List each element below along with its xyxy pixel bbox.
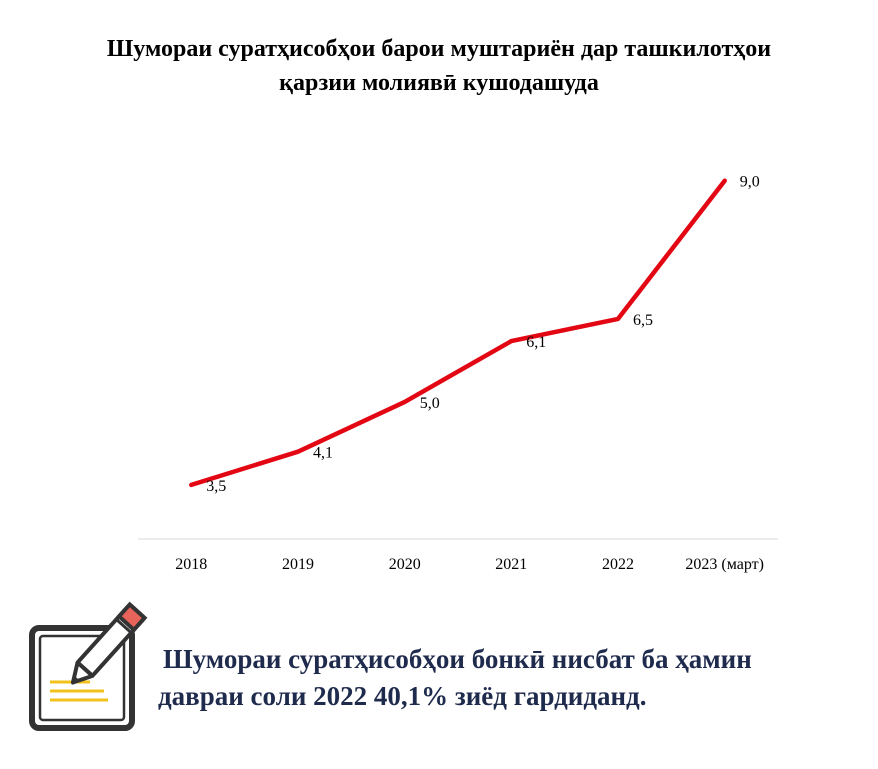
data-label: 4,1: [313, 445, 333, 462]
summary-note-line-2: давраи соли 2022 40,1% зиёд гардиданд.: [158, 681, 647, 711]
x-tick-label: 2021: [495, 556, 527, 573]
chart-title-line-2: қарзии молиявӣ кушодашуда: [279, 70, 599, 96]
line-chart: 3,54,15,06,16,59,0 2018 2019 2020 2021 2022 2…: [138, 174, 778, 573]
summary-note: Шумораи суратҳисобҳои бонкӣ нисбат ба ҳа…: [158, 641, 868, 715]
data-label: 3,5: [206, 478, 226, 495]
x-tick-label: 2023 (март): [685, 556, 764, 573]
x-tick-label: 2022: [602, 556, 634, 573]
x-tick-label: 2020: [389, 556, 421, 573]
chart-title-line-1: Шумораи суратҳисобҳои барои муштариён да…: [106, 36, 772, 62]
x-tick-label: 2019: [282, 556, 314, 573]
notepad-pencil-icon: [29, 601, 148, 731]
x-tick-layer: 2018 2019 2020 2021 2022 2023 (март): [175, 556, 764, 573]
x-tick-label: 2018: [175, 556, 207, 573]
data-label-layer: 3,5 4,1 5,0 6,1 6,5 9,0: [206, 174, 759, 495]
data-label: 6,1: [526, 334, 546, 351]
series-layer: [189, 178, 727, 488]
data-label: 5,0: [420, 395, 440, 412]
data-label: 6,5: [633, 312, 653, 329]
data-label: 9,0: [740, 174, 760, 191]
series-line: [189, 178, 727, 488]
summary-note-line-1: Шумораи суратҳисобҳои бонкӣ нисбат ба ҳа…: [163, 644, 752, 674]
chart-title: Шумораи суратҳисобҳои барои муштариён да…: [30, 32, 848, 100]
